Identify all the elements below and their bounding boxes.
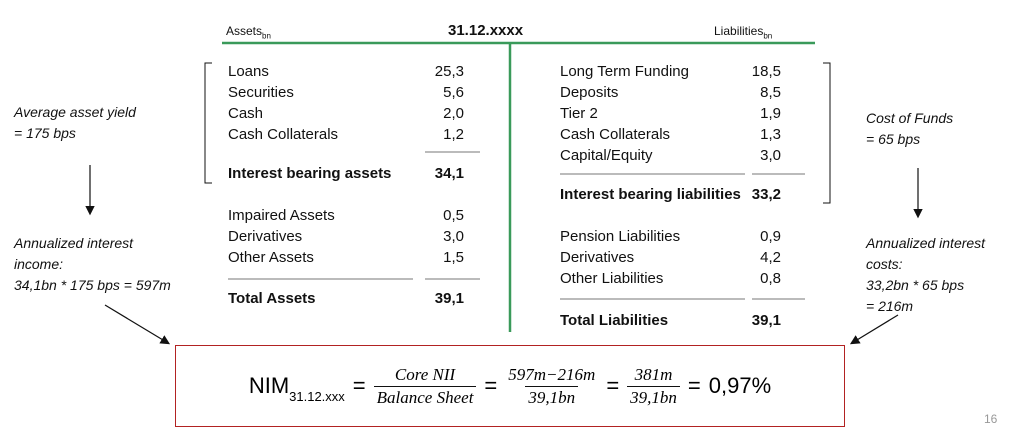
row-value: 0,9: [760, 228, 781, 245]
note: Average asset yield: [14, 104, 136, 120]
fraction: 597m−216m 39,1bn: [505, 364, 598, 409]
denominator: Balance Sheet: [373, 385, 477, 409]
equals: =: [687, 373, 701, 398]
subtotal-value: 34,1: [434, 165, 464, 182]
column-header: Liabilitiesbn: [714, 22, 772, 45]
subtotal-label: Interest bearing liabilities: [560, 186, 741, 203]
note: costs:: [866, 256, 903, 272]
header-unit: bn: [763, 31, 773, 41]
row-value: 1,5: [443, 249, 464, 266]
denominator: 39,1bn: [525, 385, 579, 409]
numerator: 381m: [634, 364, 673, 384]
note: Annualized interest: [866, 235, 986, 251]
row-label: Other Assets: [228, 249, 314, 266]
row-label: Cash Collaterals: [560, 126, 671, 143]
header-label: Liabilities: [714, 24, 764, 38]
numerator: 597m−216m: [508, 364, 596, 384]
row-value: 18,5: [751, 63, 781, 80]
note: 33,2bn * 65 bps: [866, 277, 965, 293]
result: 0,97%: [708, 373, 772, 398]
row-value: 3,0: [443, 228, 464, 245]
equals: =: [484, 373, 498, 398]
nim-label: NIM31.12.xxx: [248, 373, 345, 404]
row-value: 4,2: [760, 249, 781, 266]
bracket: [823, 62, 831, 204]
fraction: 381m 39,1bn: [627, 364, 680, 409]
row-label: Derivatives: [228, 228, 303, 245]
note: income:: [14, 256, 64, 272]
row-label: Long Term Funding: [560, 63, 689, 80]
row-value: 25,3: [434, 63, 464, 80]
row-label: Capital/Equity: [560, 147, 653, 164]
row-label: Impaired Assets: [228, 207, 335, 224]
total-value: 39,1: [434, 290, 464, 307]
row-value: 2,0: [443, 105, 464, 122]
header-date: 31.12.xxxx: [448, 22, 524, 39]
row-label: Deposits: [560, 84, 619, 101]
nim-formula: NIM31.12.xxx = Core NII Balance Sheet = 597m−…: [175, 345, 845, 427]
total-label: Total Liabilities: [560, 312, 669, 329]
row-label: Securities: [228, 84, 294, 101]
row-value: 5,6: [443, 84, 464, 101]
subtotal-value: 33,2: [751, 186, 781, 203]
bracket: [204, 62, 212, 184]
row-value: 1,9: [760, 105, 781, 122]
fraction: Core NII Balance Sheet: [373, 364, 477, 409]
total-label: Total Assets: [228, 290, 316, 307]
row-value: 0,8: [760, 270, 781, 287]
header-label: Assets: [226, 24, 263, 38]
numerator: Core NII: [394, 364, 456, 384]
nim-subscript: 31.12.xxx: [289, 389, 345, 404]
row-value: 1,2: [443, 126, 464, 143]
equals: =: [606, 373, 620, 398]
row-label: Cash: [228, 105, 264, 122]
denominator: 39,1bn: [627, 385, 680, 409]
page-number: 16: [984, 412, 998, 426]
rules: [228, 151, 805, 300]
equals: =: [352, 373, 366, 398]
note: Cost of Funds: [866, 110, 954, 126]
row-value: 1,3: [760, 126, 781, 143]
row-label: Loans: [228, 63, 269, 80]
note: Annualized interest: [14, 235, 134, 251]
header-unit: bn: [262, 31, 271, 41]
row-value: 3,0: [760, 147, 781, 164]
column-header: Assetsbn: [226, 22, 271, 45]
note: = 175 bps: [14, 125, 76, 141]
arrows: [85, 165, 923, 345]
note: = 216m: [866, 298, 914, 314]
total-value: 39,1: [751, 312, 781, 329]
row-value: 0,5: [443, 207, 464, 224]
row-value: 8,5: [760, 84, 781, 101]
row-label: Pension Liabilities: [560, 228, 681, 245]
row-label: Derivatives: [560, 249, 635, 266]
nim: NIM: [248, 373, 290, 398]
note: = 65 bps: [866, 131, 921, 147]
row-label: Tier 2: [560, 105, 598, 122]
row-label: Other Liabilities: [560, 270, 664, 287]
row-label: Cash Collaterals: [228, 126, 339, 143]
note: 34,1bn * 175 bps = 597m: [14, 277, 171, 293]
subtotal-label: Interest bearing assets: [228, 165, 392, 182]
